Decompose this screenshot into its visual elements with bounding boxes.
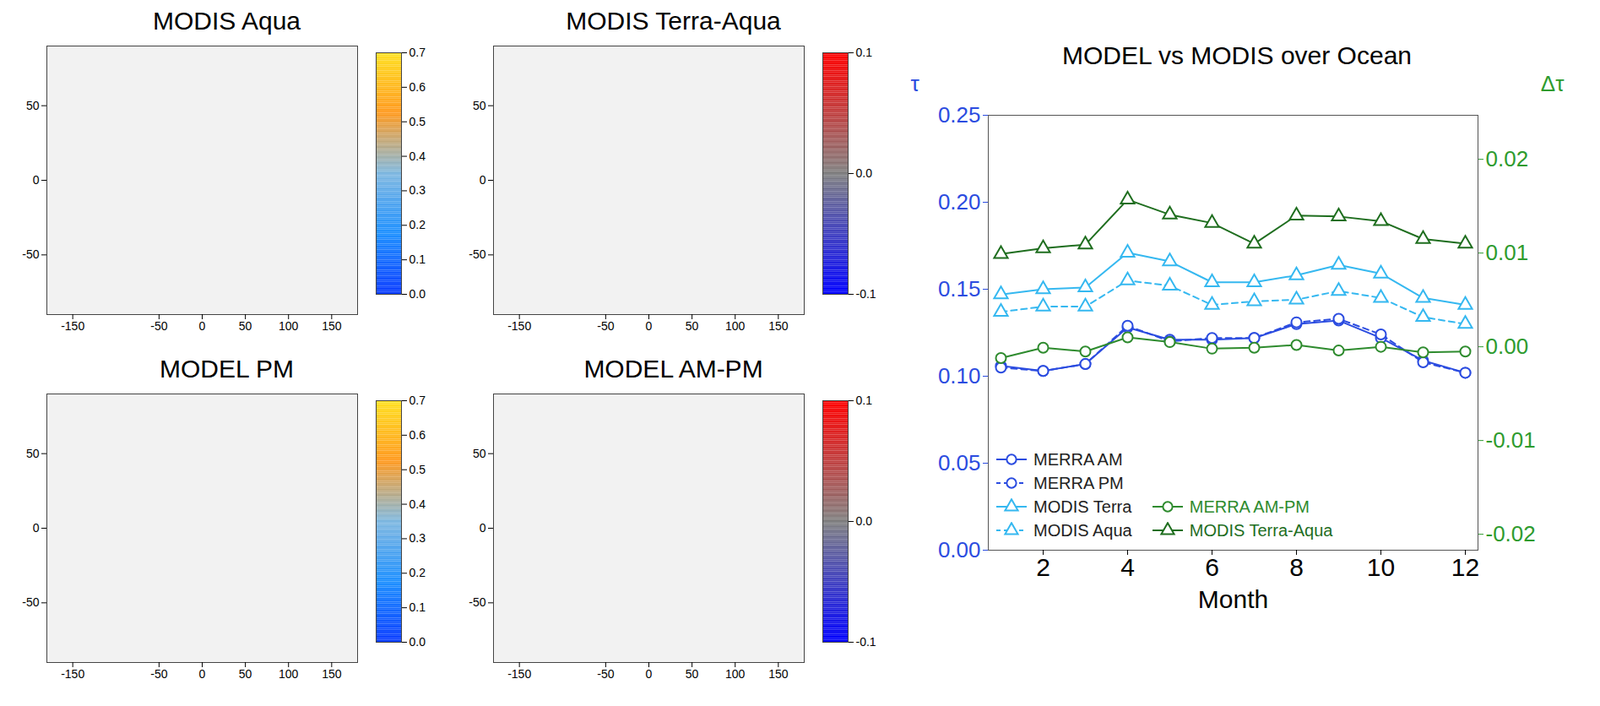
svg-text:50: 50 bbox=[26, 446, 40, 461]
svg-text:0.2: 0.2 bbox=[409, 565, 427, 580]
svg-text:0.05: 0.05 bbox=[938, 450, 982, 476]
svg-text:0.7: 0.7 bbox=[409, 45, 427, 60]
svg-text:100: 100 bbox=[278, 319, 299, 333]
svg-text:50: 50 bbox=[472, 98, 487, 113]
svg-text:0: 0 bbox=[645, 667, 653, 681]
svg-text:2: 2 bbox=[1035, 553, 1051, 581]
svg-text:-150: -150 bbox=[60, 319, 85, 333]
svg-text:0.01: 0.01 bbox=[1486, 239, 1530, 266]
svg-text:0.15: 0.15 bbox=[938, 276, 982, 302]
html-text:MERRA AM: MERRA AM bbox=[1033, 449, 1123, 469]
html-text:MODIS Terra-Aqua: MODIS Terra-Aqua bbox=[565, 6, 781, 35]
svg-text:0.0: 0.0 bbox=[409, 287, 427, 301]
svg-text:0.3: 0.3 bbox=[409, 531, 427, 545]
svg-text:0.3: 0.3 bbox=[409, 183, 427, 197]
svg-text:-50: -50 bbox=[596, 667, 614, 681]
svg-text:0.5: 0.5 bbox=[409, 462, 427, 477]
svg-text:-50: -50 bbox=[21, 595, 39, 609]
html-text:MODIS Terra: MODIS Terra bbox=[1033, 496, 1132, 516]
svg-text:-150: -150 bbox=[507, 667, 532, 681]
svg-text:-50: -50 bbox=[468, 247, 486, 261]
svg-text:0.10: 0.10 bbox=[938, 363, 982, 389]
svg-text:0: 0 bbox=[32, 520, 40, 535]
svg-text:Month: Month bbox=[1198, 585, 1269, 613]
svg-text:0.4: 0.4 bbox=[409, 149, 427, 163]
html-text:MERRA AM-PM: MERRA AM-PM bbox=[1189, 496, 1310, 516]
svg-text:0.6: 0.6 bbox=[409, 80, 427, 94]
svg-text:0.6: 0.6 bbox=[409, 428, 427, 442]
svg-text:50: 50 bbox=[238, 319, 253, 333]
svg-text:100: 100 bbox=[725, 667, 746, 681]
svg-text:50: 50 bbox=[26, 98, 40, 113]
svg-text:0.1: 0.1 bbox=[856, 45, 874, 60]
svg-text:0: 0 bbox=[479, 520, 487, 535]
svg-text:50: 50 bbox=[685, 319, 700, 333]
svg-text:0.00: 0.00 bbox=[1486, 333, 1530, 359]
svg-text:0.02: 0.02 bbox=[1486, 146, 1530, 172]
svg-text:0.1: 0.1 bbox=[856, 393, 874, 407]
svg-text:-0.1: -0.1 bbox=[856, 287, 877, 301]
svg-text:8: 8 bbox=[1289, 553, 1304, 581]
svg-text:Δτ: Δτ bbox=[1540, 70, 1565, 97]
html-text:MODIS Aqua: MODIS Aqua bbox=[1033, 520, 1132, 540]
svg-text:0: 0 bbox=[479, 173, 487, 187]
svg-text:-50: -50 bbox=[468, 595, 486, 609]
svg-text:150: 150 bbox=[321, 319, 342, 333]
svg-text:-0.02: -0.02 bbox=[1486, 520, 1536, 547]
svg-text:0.0: 0.0 bbox=[856, 514, 874, 528]
svg-text:0.1: 0.1 bbox=[409, 600, 427, 614]
svg-text:-50: -50 bbox=[150, 319, 168, 333]
html-text:MODEL PM: MODEL PM bbox=[159, 354, 294, 383]
svg-text:-50: -50 bbox=[596, 319, 614, 333]
svg-text:0: 0 bbox=[645, 319, 653, 333]
svg-text:-0.01: -0.01 bbox=[1486, 427, 1536, 453]
html-text:MERRA PM: MERRA PM bbox=[1033, 473, 1124, 492]
svg-text:150: 150 bbox=[321, 667, 342, 681]
svg-text:0: 0 bbox=[199, 319, 207, 333]
svg-text:12: 12 bbox=[1451, 553, 1480, 581]
svg-text:50: 50 bbox=[685, 667, 700, 681]
svg-text:τ: τ bbox=[911, 70, 921, 97]
svg-text:-0.1: -0.1 bbox=[856, 634, 877, 649]
html-text:MODEL AM-PM: MODEL AM-PM bbox=[583, 354, 763, 383]
svg-text:0.5: 0.5 bbox=[409, 114, 427, 129]
html-text:MODIS Terra-Aqua: MODIS Terra-Aqua bbox=[1189, 520, 1333, 540]
svg-text:50: 50 bbox=[238, 667, 253, 681]
svg-text:0.0: 0.0 bbox=[856, 166, 874, 180]
svg-text:-50: -50 bbox=[21, 247, 39, 261]
svg-text:0.0: 0.0 bbox=[409, 634, 427, 649]
svg-text:150: 150 bbox=[768, 667, 789, 681]
svg-text:4: 4 bbox=[1120, 553, 1135, 581]
svg-text:0.2: 0.2 bbox=[409, 217, 427, 232]
svg-text:0.20: 0.20 bbox=[938, 189, 982, 215]
html-text:MODIS Aqua: MODIS Aqua bbox=[152, 6, 301, 35]
svg-text:50: 50 bbox=[472, 446, 487, 461]
svg-text:6: 6 bbox=[1204, 553, 1220, 581]
svg-text:0.00: 0.00 bbox=[938, 536, 982, 563]
svg-text:100: 100 bbox=[725, 319, 746, 333]
svg-text:0.1: 0.1 bbox=[409, 252, 427, 266]
svg-text:150: 150 bbox=[768, 319, 789, 333]
svg-text:0: 0 bbox=[199, 667, 207, 681]
svg-text:0.25: 0.25 bbox=[938, 102, 982, 128]
svg-text:10: 10 bbox=[1366, 553, 1395, 581]
svg-text:-50: -50 bbox=[150, 667, 168, 681]
svg-text:-150: -150 bbox=[507, 319, 532, 333]
html-text:MODEL vs MODIS over Ocean: MODEL vs MODIS over Ocean bbox=[1062, 41, 1412, 70]
svg-text:0.4: 0.4 bbox=[409, 497, 427, 511]
svg-text:0: 0 bbox=[32, 173, 40, 187]
svg-text:100: 100 bbox=[278, 667, 299, 681]
svg-text:-150: -150 bbox=[60, 667, 85, 681]
svg-text:0.7: 0.7 bbox=[409, 393, 427, 407]
